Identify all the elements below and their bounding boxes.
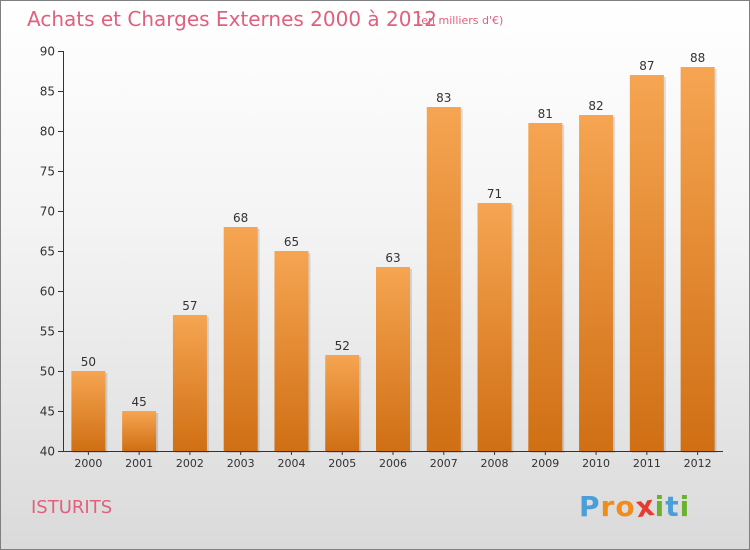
bar-value-label: 71 bbox=[487, 187, 502, 201]
y-tick-label: 45 bbox=[40, 405, 55, 419]
x-tick-label: 2000 bbox=[74, 457, 102, 470]
x-tick-label: 2003 bbox=[227, 457, 255, 470]
logo-letter: i bbox=[654, 490, 666, 523]
bar bbox=[528, 123, 563, 451]
y-tick-label: 55 bbox=[40, 325, 55, 339]
bar-value-label: 57 bbox=[182, 299, 197, 313]
x-tick-label: 2002 bbox=[176, 457, 204, 470]
bar bbox=[629, 75, 664, 451]
y-tick-label: 40 bbox=[40, 445, 55, 459]
bar bbox=[477, 203, 512, 451]
bar-value-label: 87 bbox=[639, 59, 654, 73]
bar-value-label: 50 bbox=[81, 355, 96, 369]
y-tick-label: 85 bbox=[40, 85, 55, 99]
bar-value-label: 68 bbox=[233, 211, 248, 225]
bar-value-label: 82 bbox=[588, 99, 603, 113]
x-tick-label: 2012 bbox=[684, 457, 712, 470]
bar bbox=[71, 371, 106, 451]
x-tick-label: 2007 bbox=[430, 457, 458, 470]
y-tick-label: 60 bbox=[40, 285, 55, 299]
x-tick-label: 2001 bbox=[125, 457, 153, 470]
y-tick-label: 65 bbox=[40, 245, 55, 259]
bar bbox=[680, 67, 715, 451]
bars bbox=[71, 67, 717, 453]
logo-letter: P bbox=[579, 490, 601, 523]
bar bbox=[325, 355, 360, 451]
bar bbox=[172, 315, 207, 451]
bar-value-label: 83 bbox=[436, 91, 451, 105]
commune-name: ISTURITS bbox=[31, 497, 113, 518]
bar bbox=[223, 227, 258, 451]
x-tick-label: 2010 bbox=[582, 457, 610, 470]
y-tick-label: 50 bbox=[40, 365, 55, 379]
bar-value-label: 45 bbox=[132, 395, 147, 409]
logo-letter: r bbox=[600, 490, 616, 523]
y-tick-label: 90 bbox=[40, 45, 55, 59]
y-tick-label: 70 bbox=[40, 205, 55, 219]
y-tick-label: 80 bbox=[40, 125, 55, 139]
x-tick-label: 2004 bbox=[277, 457, 305, 470]
x-tick-label: 2008 bbox=[481, 457, 509, 470]
bar bbox=[426, 107, 461, 451]
y-tick-label: 75 bbox=[40, 165, 55, 179]
bar bbox=[122, 411, 157, 451]
x-tick-label: 2009 bbox=[531, 457, 559, 470]
bar-value-label: 65 bbox=[284, 235, 299, 249]
bar-value-label: 81 bbox=[538, 107, 553, 121]
logo-letter: i bbox=[679, 490, 691, 523]
bar bbox=[579, 115, 614, 451]
axes: 50 2000 45 2001 57 2002 68 2003 65 2004 52 2005 63 20… bbox=[40, 45, 723, 470]
chart-title: Achats et Charges Externes 2000 à 2012 bbox=[27, 7, 437, 31]
x-tick-label: 2005 bbox=[328, 457, 356, 470]
x-tick-label: 2011 bbox=[633, 457, 661, 470]
bar-value-label: 88 bbox=[690, 51, 705, 65]
bar bbox=[376, 267, 410, 451]
proxiti-logo: Proxiti bbox=[579, 488, 691, 525]
logo-letter: o bbox=[615, 490, 636, 523]
bar-value-label: 52 bbox=[335, 339, 350, 353]
bar-value-label: 63 bbox=[385, 251, 400, 265]
x-tick-label: 2006 bbox=[379, 457, 407, 470]
logo-letter: t bbox=[665, 490, 680, 523]
logo-letter: x bbox=[633, 488, 657, 525]
bar bbox=[274, 251, 309, 451]
chart-subtitle: (en milliers d'€) bbox=[417, 14, 504, 27]
